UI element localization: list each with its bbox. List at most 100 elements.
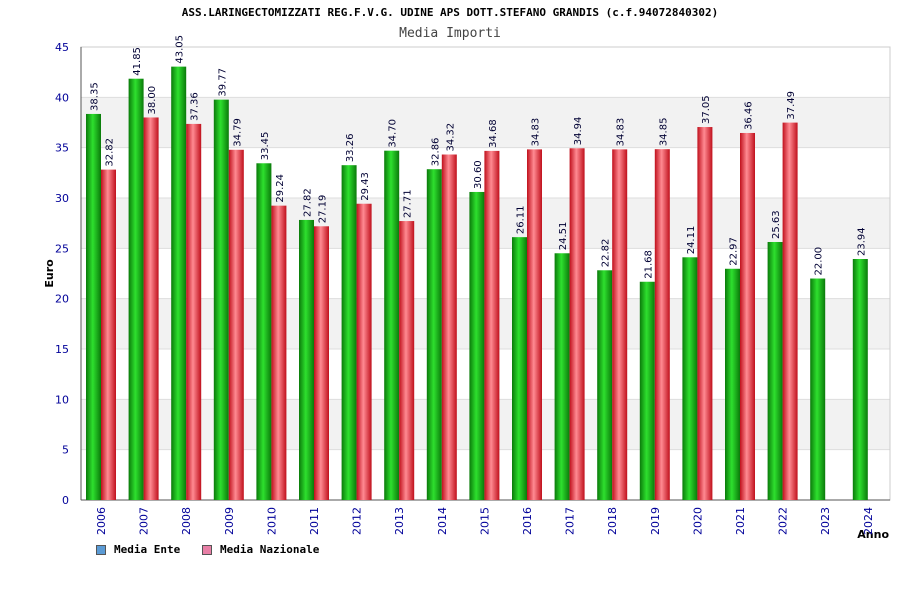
bar-ente (639, 281, 655, 500)
legend-item-nazionale: Media Nazionale (202, 543, 319, 556)
y-tick-label: 20 (55, 293, 69, 306)
x-tick-label: 2019 (649, 507, 662, 535)
bar-ente (426, 169, 442, 500)
bar-ente-value-label: 41.85 (132, 47, 143, 76)
bar-nazionale (399, 221, 415, 500)
bar-nazionale (654, 149, 670, 500)
bar-nazionale-value-label: 37.49 (786, 91, 797, 120)
bar-nazionale-value-label: 27.19 (318, 195, 329, 224)
x-tick-label: 2012 (351, 507, 364, 535)
x-tick-label: 2007 (138, 507, 151, 535)
bar-ente (682, 257, 698, 500)
bar-ente (299, 219, 314, 501)
bar-ente-value-label: 30.60 (473, 160, 484, 189)
bar-ente-value-label: 32.86 (430, 138, 441, 167)
bar-ente (341, 165, 357, 500)
x-tick-label: 2020 (691, 507, 704, 535)
x-tick-label: 2016 (521, 507, 534, 535)
y-tick-label: 10 (55, 393, 69, 406)
bar-ente (852, 259, 868, 500)
x-axis-label: Anno (857, 528, 889, 541)
bar-nazionale-value-label: 37.36 (190, 92, 201, 121)
x-tick-label: 2014 (436, 507, 449, 535)
bar-ente-value-label: 21.68 (643, 250, 654, 279)
y-tick-label: 40 (55, 91, 69, 104)
bar-nazionale (612, 149, 628, 501)
x-tick-label: 2017 (564, 507, 577, 535)
legend-swatch-ente (96, 544, 106, 555)
bar-nazionale-value-label: 34.94 (573, 117, 584, 146)
bar-ente-value-label: 24.11 (686, 226, 697, 255)
legend-label-nazionale: Media Nazionale (220, 543, 320, 556)
bar-nazionale-value-label: 34.83 (531, 118, 542, 147)
bar-ente-value-label: 38.35 (90, 82, 101, 111)
x-tick-label: 2024 (862, 507, 875, 535)
bar-ente-value-label: 22.82 (601, 239, 612, 268)
bar-ente (767, 241, 783, 500)
legend-item-ente: Media Ente (96, 543, 180, 556)
bar-ente-value-label: 22.97 (729, 237, 740, 266)
bar-nazionale (740, 132, 755, 500)
bar-ente-value-label: 27.82 (303, 188, 314, 217)
bar-ente-value-label: 33.45 (260, 132, 271, 161)
bar-nazionale-value-label: 29.24 (275, 174, 286, 203)
y-tick-label: 30 (55, 192, 69, 205)
bar-nazionale (441, 154, 457, 500)
bar-ente (128, 78, 144, 501)
bar-ente-value-label: 39.77 (217, 68, 228, 97)
bar-ente-value-label: 43.05 (175, 35, 186, 64)
bar-nazionale (782, 122, 798, 500)
legend-label-ente: Media Ente (114, 543, 181, 556)
bar-ente (256, 163, 272, 500)
bar-nazionale (271, 205, 287, 500)
bar-ente-value-label: 34.70 (388, 119, 399, 148)
x-tick-label: 2013 (393, 507, 406, 535)
bar-ente-value-label: 24.51 (558, 222, 569, 251)
bar-ente (171, 66, 187, 500)
x-tick-label: 2010 (265, 507, 278, 535)
bar-nazionale-value-label: 34.85 (658, 118, 669, 147)
bar-nazionale-value-label: 29.43 (360, 172, 371, 201)
grid-band (81, 97, 890, 148)
bar-nazionale-value-label: 34.79 (232, 118, 243, 147)
y-tick-label: 0 (62, 494, 69, 507)
bar-nazionale-value-label: 36.46 (744, 101, 755, 130)
bar-ente-value-label: 33.26 (345, 134, 356, 163)
y-tick-label: 45 (55, 41, 69, 54)
chart-subtitle: Media Importi (399, 26, 501, 41)
bar-nazionale (484, 150, 500, 500)
bar-ente (512, 237, 527, 500)
y-tick-label: 35 (55, 142, 69, 155)
bar-nazionale-value-label: 38.00 (147, 86, 158, 115)
bar-ente (469, 191, 485, 500)
chart-title: ASS.LARINGECTOMIZZATI REG.F.V.G. UDINE A… (181, 6, 719, 19)
bar-ente (86, 113, 101, 501)
bar-nazionale (356, 203, 372, 500)
bar-nazionale (569, 148, 585, 500)
bar-nazionale (228, 149, 244, 500)
bar-nazionale-value-label: 32.82 (105, 138, 116, 167)
bar-ente-value-label: 26.11 (516, 206, 527, 235)
legend-swatch-nazionale (202, 544, 212, 555)
y-tick-label: 25 (55, 242, 69, 255)
y-tick-label: 15 (55, 343, 69, 356)
bar-ente-value-label: 23.94 (856, 227, 867, 256)
bar-nazionale-value-label: 34.32 (445, 123, 456, 152)
bar-nazionale (101, 169, 116, 500)
bar-nazionale-value-label: 34.68 (488, 119, 499, 148)
x-tick-label: 2008 (180, 507, 193, 535)
bar-ente (213, 99, 229, 500)
y-tick-label: 5 (62, 444, 69, 457)
y-axis-label: Euro (43, 259, 56, 288)
x-tick-label: 2021 (734, 507, 747, 535)
x-tick-label: 2009 (223, 507, 236, 535)
bar-ente (554, 253, 570, 500)
bar-ente-value-label: 25.63 (771, 210, 782, 239)
bar-ente (597, 270, 613, 500)
bar-nazionale-value-label: 37.05 (701, 95, 712, 124)
bar-nazionale-value-label: 27.71 (403, 189, 414, 218)
x-tick-label: 2011 (308, 507, 321, 535)
bar-nazionale (186, 123, 202, 500)
bar-ente-value-label: 22.00 (814, 247, 825, 276)
